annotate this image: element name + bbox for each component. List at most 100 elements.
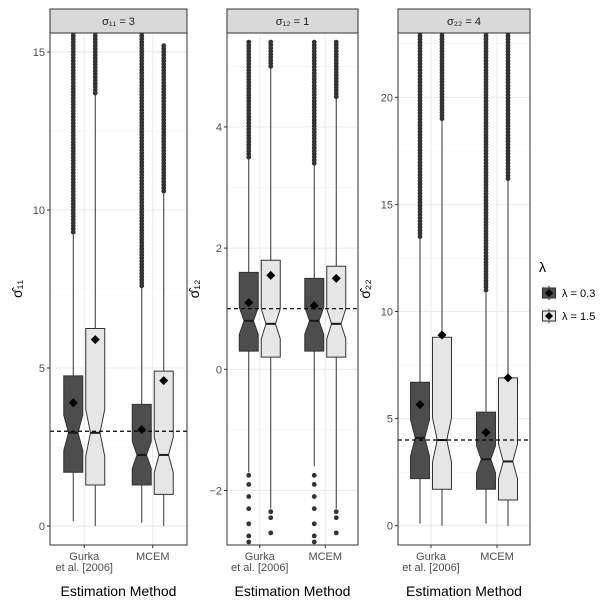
x-tick-label: et al. [2006] bbox=[56, 562, 114, 574]
notched-box bbox=[85, 328, 106, 486]
y-tick-label: 20 bbox=[381, 92, 393, 104]
mean-marker bbox=[159, 376, 169, 386]
x-axis-title: Estimation Method bbox=[61, 583, 177, 599]
x-tick-label: Gurka bbox=[245, 551, 276, 563]
notched-box bbox=[410, 381, 430, 480]
outlier-point bbox=[333, 509, 339, 515]
mean-marker bbox=[437, 330, 447, 340]
mean-marker bbox=[266, 270, 276, 280]
strip-label: σ₁₂ = 1 bbox=[276, 16, 309, 28]
box-mcem-lambda-0-3 bbox=[304, 39, 325, 545]
outlier-point bbox=[268, 530, 274, 536]
strip-label: σ₁₁ = 3 bbox=[102, 16, 135, 28]
notched-box bbox=[326, 265, 347, 358]
outlier-point bbox=[311, 521, 317, 527]
strip-background bbox=[49, 8, 188, 34]
x-axis-title: Estimation Method bbox=[406, 583, 522, 599]
outlier-point bbox=[333, 39, 339, 45]
outlier-point bbox=[246, 539, 252, 545]
box-gurka-lambda-0-3 bbox=[238, 39, 259, 545]
box-mcem-lambda-1-5 bbox=[153, 43, 174, 527]
box-gurka-lambda-1-5 bbox=[432, 30, 452, 526]
outlier-point bbox=[246, 533, 252, 539]
outlier-point bbox=[268, 515, 274, 521]
strip-label: σ₂₂ = 4 bbox=[447, 16, 481, 28]
x-tick-label: Gurka bbox=[416, 551, 447, 563]
notched-box bbox=[238, 271, 259, 352]
notched-box bbox=[304, 277, 325, 352]
legend-label: λ = 0.3 bbox=[562, 288, 595, 300]
outlier-point bbox=[246, 506, 252, 512]
strip-background bbox=[397, 8, 531, 34]
y-tick-label: 4 bbox=[216, 122, 222, 134]
x-tick-label: MCEM bbox=[308, 551, 342, 563]
notched-box bbox=[498, 377, 518, 501]
x-tick-label: MCEM bbox=[480, 551, 514, 563]
mean-marker bbox=[90, 335, 100, 345]
outlier-point bbox=[246, 521, 252, 527]
outlier-point bbox=[268, 39, 274, 45]
y-tick-label: 0 bbox=[39, 521, 45, 533]
mean-marker bbox=[309, 301, 319, 311]
notched-box bbox=[476, 411, 496, 490]
legend-key-mean bbox=[545, 289, 553, 297]
y-axis-title: σ̂₂₂ bbox=[357, 279, 373, 299]
outlier-point bbox=[311, 533, 317, 539]
y-axis-title: σ̂₁₁ bbox=[9, 280, 25, 298]
box-mcem-lambda-1-5 bbox=[498, 30, 518, 526]
y-tick-label: 10 bbox=[33, 205, 45, 217]
y-axis-title: σ̂₁₂ bbox=[186, 280, 202, 299]
outlier-point bbox=[311, 39, 317, 45]
y-tick-label: −2 bbox=[209, 485, 222, 497]
box-gurka-lambda-0-3 bbox=[410, 30, 430, 524]
outlier-point bbox=[333, 515, 339, 521]
y-tick-label: 2 bbox=[216, 243, 222, 255]
outlier-point bbox=[246, 39, 252, 45]
y-tick-label: 0 bbox=[216, 364, 222, 376]
box-mcem-lambda-1-5 bbox=[326, 39, 347, 536]
outlier-point bbox=[311, 506, 317, 512]
x-tick-label: et al. [2006] bbox=[231, 562, 289, 574]
outlier-point bbox=[246, 482, 252, 487]
outlier-point bbox=[311, 472, 317, 478]
legend: λ λ = 0.3 λ = 1.5 bbox=[539, 259, 595, 324]
outlier-point bbox=[311, 539, 317, 545]
outlier-point bbox=[311, 482, 317, 487]
mean-marker bbox=[137, 425, 147, 435]
notched-box bbox=[432, 336, 452, 490]
y-tick-label: 5 bbox=[387, 414, 393, 426]
outlier-point bbox=[246, 472, 252, 478]
y-tick-label: 15 bbox=[33, 47, 45, 59]
x-tick-label: MCEM bbox=[136, 551, 170, 563]
mean-marker bbox=[331, 273, 341, 283]
mean-marker bbox=[481, 428, 491, 438]
y-tick-label: 5 bbox=[39, 363, 45, 375]
legend-label: λ = 1.5 bbox=[562, 311, 595, 323]
x-axis-title: Estimation Method bbox=[235, 583, 351, 599]
legend-key-2 bbox=[541, 308, 557, 324]
box-mcem-lambda-0-3 bbox=[476, 30, 496, 524]
x-tick-label: Gurka bbox=[69, 551, 100, 563]
strip-background bbox=[226, 8, 359, 34]
legend-key-mean bbox=[545, 312, 553, 320]
legend-title: λ bbox=[539, 259, 546, 275]
notched-box bbox=[153, 370, 174, 495]
outlier-point bbox=[161, 43, 167, 49]
box-gurka-lambda-1-5 bbox=[85, 30, 106, 527]
y-tick-label: 10 bbox=[381, 306, 393, 318]
mean-marker bbox=[68, 398, 78, 408]
x-tick-label: et al. [2006] bbox=[402, 562, 460, 574]
outlier-point bbox=[246, 494, 252, 499]
mean-marker bbox=[244, 298, 254, 308]
mean-marker bbox=[415, 400, 425, 410]
outlier-point bbox=[311, 494, 317, 499]
y-tick-label: 0 bbox=[387, 521, 393, 533]
notched-box bbox=[131, 403, 152, 486]
notched-box bbox=[63, 375, 84, 473]
mean-marker bbox=[503, 373, 513, 383]
y-tick-label: 15 bbox=[381, 199, 393, 211]
